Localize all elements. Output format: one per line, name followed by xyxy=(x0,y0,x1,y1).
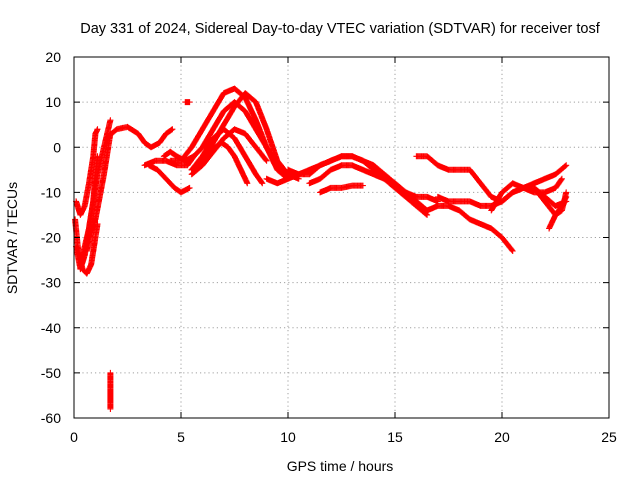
chart-title: Day 331 of 2024, Sidereal Day-to-day VTE… xyxy=(80,21,600,37)
y-tick-label: -40 xyxy=(41,320,61,336)
series-arc20 xyxy=(317,182,366,196)
series-markers xyxy=(182,99,193,106)
series-arc7 xyxy=(103,123,176,151)
y-tick-label: -50 xyxy=(41,365,61,381)
axis-ticks: 0 5 10 15 20 25 -60 -50 -40 -30 -20 -10 0 10 20 xyxy=(41,49,617,445)
y-tick-label: -20 xyxy=(41,230,61,246)
series-arc16 xyxy=(182,99,193,106)
series-arc15 xyxy=(199,139,251,187)
series-arc19 xyxy=(306,162,431,214)
series-markers xyxy=(83,130,114,254)
x-tick-label: 0 xyxy=(70,429,78,445)
grid xyxy=(74,57,609,418)
y-tick-label: 20 xyxy=(45,49,61,65)
series-markers xyxy=(107,369,114,412)
series-markers xyxy=(145,162,193,196)
series-arc3 xyxy=(73,126,101,218)
x-tick-label: 25 xyxy=(601,429,617,445)
y-tick-label: -10 xyxy=(41,184,61,200)
x-tick-label: 15 xyxy=(387,429,403,445)
x-axis-label: GPS time / hours xyxy=(287,458,394,474)
y-tick-label: -60 xyxy=(41,410,61,426)
series-arc24 xyxy=(488,175,565,214)
series-arc5 xyxy=(83,130,114,254)
series-arc9 xyxy=(145,162,193,196)
series-markers xyxy=(488,175,565,214)
series-arc6 xyxy=(107,369,114,412)
series-markers xyxy=(73,126,101,218)
series-arc22 xyxy=(424,202,516,254)
series-markers xyxy=(167,85,291,182)
x-tick-label: 10 xyxy=(280,429,296,445)
series-markers xyxy=(306,162,431,214)
series-markers xyxy=(546,193,570,232)
series-markers xyxy=(188,126,266,187)
series-arc11 xyxy=(167,85,291,182)
y-tick-label: 0 xyxy=(53,139,61,155)
data-points xyxy=(72,85,570,412)
series-markers xyxy=(199,139,251,187)
series-markers xyxy=(103,123,176,151)
y-axis-label: SDTVAR / TECUs xyxy=(4,182,20,294)
x-tick-label: 5 xyxy=(177,429,185,445)
series-arc14 xyxy=(188,126,266,187)
series-arc26 xyxy=(546,193,570,232)
y-tick-label: 10 xyxy=(45,94,61,110)
series-markers xyxy=(424,202,516,254)
y-tick-label: -30 xyxy=(41,275,61,291)
x-tick-label: 20 xyxy=(494,429,510,445)
series-markers xyxy=(317,182,366,196)
